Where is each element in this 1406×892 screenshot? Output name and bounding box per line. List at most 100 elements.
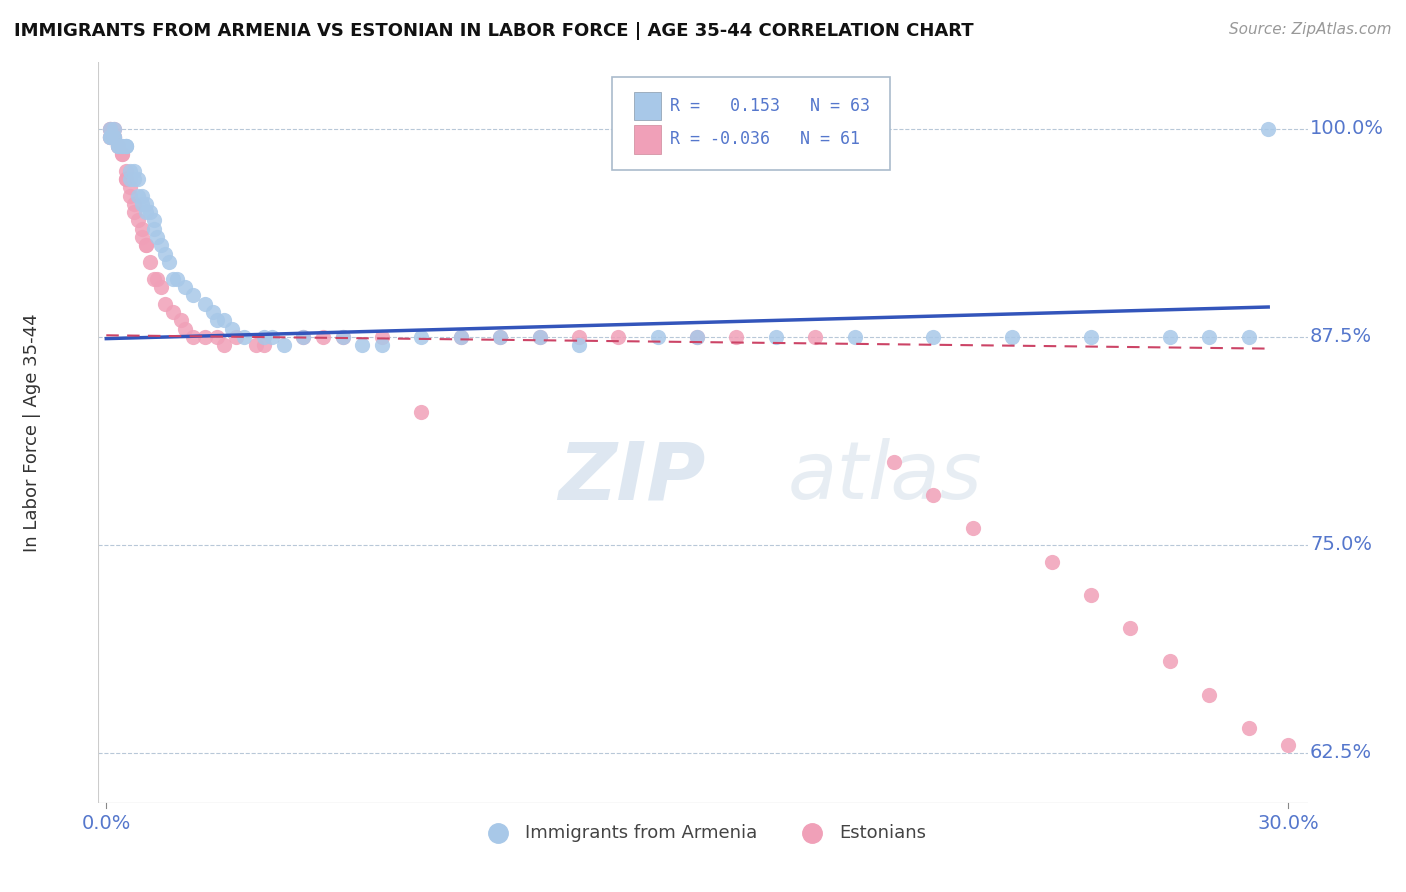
Point	[194, 296, 217, 310]
Point	[450, 330, 472, 344]
Point	[332, 330, 354, 344]
Point	[103, 122, 125, 136]
Point	[138, 255, 160, 269]
FancyBboxPatch shape	[634, 126, 661, 153]
FancyBboxPatch shape	[613, 78, 890, 169]
Point	[146, 271, 169, 285]
Point	[131, 197, 153, 211]
Point	[181, 330, 204, 344]
Point	[205, 313, 228, 327]
Point	[107, 138, 129, 153]
Point	[142, 213, 165, 227]
Point	[260, 330, 283, 344]
Point	[157, 255, 180, 269]
Text: R =   0.153   N = 63: R = 0.153 N = 63	[671, 97, 870, 115]
Point	[131, 222, 153, 236]
Point	[1080, 330, 1102, 344]
Point	[489, 330, 512, 344]
Point	[529, 330, 551, 344]
Point	[131, 188, 153, 202]
Point	[607, 330, 630, 344]
Point	[166, 271, 188, 285]
Point	[122, 197, 145, 211]
Point	[411, 330, 433, 344]
Point	[1257, 122, 1279, 136]
Point	[1080, 588, 1102, 602]
Point	[225, 330, 247, 344]
Point	[150, 238, 173, 252]
Point	[115, 163, 138, 178]
Point	[529, 330, 551, 344]
Point	[922, 488, 945, 502]
Point	[1159, 654, 1181, 668]
Point	[1198, 688, 1220, 702]
Point	[371, 330, 394, 344]
Point	[142, 271, 165, 285]
Point	[111, 147, 134, 161]
Point	[118, 188, 141, 202]
Point	[155, 296, 177, 310]
Point	[122, 163, 145, 178]
Point	[411, 405, 433, 419]
Point	[1237, 721, 1260, 735]
Point	[647, 330, 669, 344]
Point	[115, 172, 138, 186]
Point	[686, 330, 709, 344]
Point	[162, 271, 184, 285]
Text: atlas: atlas	[787, 438, 983, 516]
Point	[253, 330, 276, 344]
Point	[98, 122, 121, 136]
Point	[1277, 738, 1299, 752]
Point	[131, 230, 153, 244]
Point	[844, 330, 866, 344]
Point	[1040, 555, 1063, 569]
Point	[883, 455, 905, 469]
Point	[155, 246, 177, 260]
Point	[292, 330, 315, 344]
Point	[181, 288, 204, 302]
Point	[103, 130, 125, 145]
Point	[1159, 330, 1181, 344]
Point	[352, 338, 374, 352]
Point	[146, 230, 169, 244]
FancyBboxPatch shape	[634, 92, 661, 120]
Point	[245, 338, 267, 352]
Point	[174, 280, 197, 294]
Text: 30.0%: 30.0%	[1257, 814, 1319, 833]
Point	[135, 205, 157, 219]
Point	[127, 188, 149, 202]
Point	[98, 130, 121, 145]
Point	[1198, 330, 1220, 344]
Point	[103, 130, 125, 145]
Point	[98, 130, 121, 145]
Point	[111, 138, 134, 153]
Point	[107, 138, 129, 153]
Point	[98, 130, 121, 145]
Point	[332, 330, 354, 344]
Text: In Labor Force | Age 35-44: In Labor Force | Age 35-44	[22, 313, 41, 552]
Point	[118, 163, 141, 178]
Point	[118, 172, 141, 186]
Point	[292, 330, 315, 344]
Point	[1237, 330, 1260, 344]
Point	[111, 147, 134, 161]
Point	[103, 130, 125, 145]
Legend: Immigrants from Armenia, Estonians: Immigrants from Armenia, Estonians	[472, 817, 934, 849]
Point	[371, 338, 394, 352]
Point	[765, 330, 787, 344]
Point	[489, 330, 512, 344]
Point	[194, 330, 217, 344]
Point	[174, 321, 197, 335]
Point	[568, 330, 591, 344]
Text: IMMIGRANTS FROM ARMENIA VS ESTONIAN IN LABOR FORCE | AGE 35-44 CORRELATION CHART: IMMIGRANTS FROM ARMENIA VS ESTONIAN IN L…	[14, 22, 974, 40]
Point	[221, 321, 243, 335]
Point	[98, 130, 121, 145]
Point	[450, 330, 472, 344]
Point	[127, 172, 149, 186]
Point	[118, 180, 141, 194]
Point	[98, 122, 121, 136]
Point	[122, 205, 145, 219]
Point	[111, 138, 134, 153]
Point	[115, 138, 138, 153]
Point	[922, 330, 945, 344]
